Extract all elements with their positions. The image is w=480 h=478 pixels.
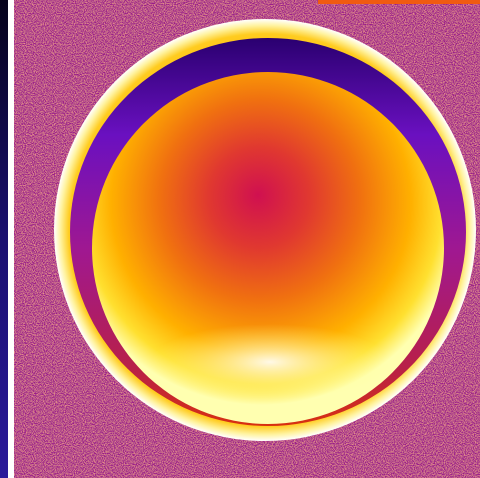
page: [0, 0, 480, 478]
highlight: [150, 324, 390, 400]
left-strip: [0, 0, 8, 478]
false-color-image: [0, 0, 480, 478]
top-bar: [318, 0, 480, 4]
